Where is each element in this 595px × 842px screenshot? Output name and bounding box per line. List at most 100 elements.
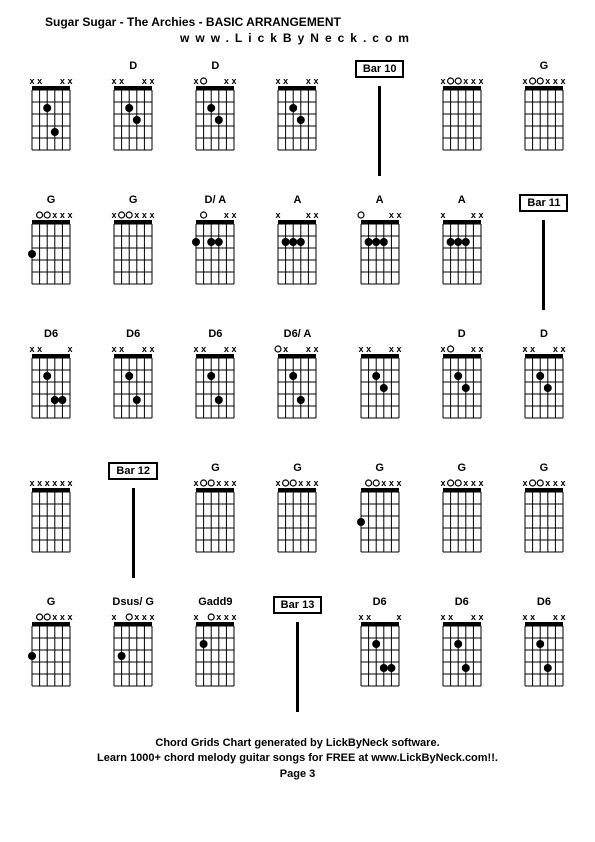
svg-text:x: x [478, 612, 483, 622]
svg-text:x: x [530, 344, 535, 354]
svg-text:x: x [112, 612, 117, 622]
chord-name-label: D6 [455, 596, 469, 610]
svg-text:x: x [463, 478, 468, 488]
svg-text:x: x [396, 478, 401, 488]
svg-text:x: x [396, 612, 401, 622]
svg-text:x: x [134, 612, 139, 622]
svg-text:x: x [37, 478, 42, 488]
chord-diagram-icon: xxx [272, 210, 322, 290]
chord-diagram-icon: xxx [26, 612, 76, 692]
svg-text:x: x [530, 612, 535, 622]
chord-cell: D6xxx [15, 328, 87, 448]
svg-text:x: x [232, 612, 237, 622]
chord-cell: Gadd9xxxx [179, 596, 251, 716]
svg-text:x: x [366, 344, 371, 354]
chord-name-label: A [376, 194, 384, 208]
svg-text:x: x [112, 76, 117, 86]
chord-cell: Dxxx [179, 60, 251, 180]
svg-text:x: x [150, 210, 155, 220]
svg-text:x: x [522, 478, 527, 488]
svg-text:x: x [150, 612, 155, 622]
chord-name-label [460, 60, 463, 74]
chord-cell: Gxxxx [508, 462, 580, 582]
svg-text:x: x [194, 612, 199, 622]
chord-diagram-icon: xxxx [437, 76, 487, 156]
chord-cell: xxxx [344, 328, 416, 448]
svg-text:x: x [232, 344, 237, 354]
svg-text:x: x [68, 76, 73, 86]
chord-cell: D6xxxx [426, 596, 498, 716]
chord-name-label: D [129, 60, 137, 74]
bar-label: Bar 12 [108, 462, 158, 480]
svg-text:x: x [134, 210, 139, 220]
chord-diagram-icon: xxxx [272, 478, 322, 558]
chord-diagram-icon: xxxx [108, 344, 158, 424]
svg-text:x: x [553, 76, 558, 86]
svg-text:x: x [440, 344, 445, 354]
svg-text:x: x [448, 612, 453, 622]
svg-text:x: x [471, 210, 476, 220]
chord-name-label: D6 [44, 328, 58, 342]
svg-text:x: x [37, 76, 42, 86]
svg-text:x: x [68, 210, 73, 220]
svg-text:x: x [306, 344, 311, 354]
footer-line1: Chord Grids Chart generated by LickByNec… [15, 736, 580, 751]
svg-text:x: x [284, 76, 289, 86]
svg-text:x: x [224, 612, 229, 622]
svg-text:x: x [37, 344, 42, 354]
svg-text:x: x [68, 344, 73, 354]
svg-text:x: x [45, 478, 50, 488]
svg-text:x: x [396, 344, 401, 354]
chord-cell: xxxxxx [15, 462, 87, 582]
svg-text:x: x [471, 478, 476, 488]
svg-text:x: x [478, 76, 483, 86]
chord-diagram-icon: xxxx [190, 478, 240, 558]
chord-diagram-icon: xxxx [108, 612, 158, 692]
svg-text:x: x [119, 344, 124, 354]
chord-diagram-icon: xxx [355, 478, 405, 558]
svg-text:x: x [194, 344, 199, 354]
chord-diagram-icon: xxxx [519, 478, 569, 558]
svg-text:x: x [560, 344, 565, 354]
chord-diagram-icon: xxxx [190, 612, 240, 692]
chord-grid: xxxxDxxxxDxxx xxxxBar 10 xxxxGxxxxGxxxGx… [15, 60, 580, 716]
chord-diagram-icon: xxx [26, 344, 76, 424]
barline-icon [378, 86, 381, 176]
svg-text:x: x [396, 210, 401, 220]
chord-cell: D6xxxx [97, 328, 169, 448]
svg-text:x: x [224, 210, 229, 220]
svg-text:x: x [52, 478, 57, 488]
chord-cell: Gxxx [15, 194, 87, 314]
svg-text:x: x [276, 210, 281, 220]
chord-name-label: D [540, 328, 548, 342]
svg-text:x: x [52, 210, 57, 220]
chord-diagram-icon: xxx [437, 210, 487, 290]
svg-text:x: x [60, 478, 65, 488]
chord-cell: D/ Axx [179, 194, 251, 314]
svg-text:x: x [224, 76, 229, 86]
bar-label: Bar 11 [519, 194, 568, 212]
chord-name-label: A [458, 194, 466, 208]
chord-cell: Axx [344, 194, 416, 314]
chord-cell: Dxxxx [97, 60, 169, 180]
svg-text:x: x [381, 478, 386, 488]
chord-diagram-icon: xxxx [519, 612, 569, 692]
page-number: Page 3 [15, 767, 580, 782]
chord-cell: Gxxxx [426, 462, 498, 582]
svg-text:x: x [478, 478, 483, 488]
svg-text:x: x [440, 76, 445, 86]
svg-text:x: x [440, 612, 445, 622]
chord-cell: Axxx [261, 194, 333, 314]
chord-cell: D6xxxx [508, 596, 580, 716]
barline-icon [542, 220, 545, 310]
chord-cell: Dxxx [426, 328, 498, 448]
chord-name-label: G [47, 596, 56, 610]
svg-text:x: x [142, 344, 147, 354]
svg-text:x: x [217, 612, 222, 622]
svg-text:x: x [30, 76, 35, 86]
svg-text:x: x [112, 210, 117, 220]
svg-text:x: x [471, 612, 476, 622]
chord-name-label: G [457, 462, 466, 476]
svg-text:x: x [463, 76, 468, 86]
chord-diagram-icon: xxx [272, 344, 322, 424]
